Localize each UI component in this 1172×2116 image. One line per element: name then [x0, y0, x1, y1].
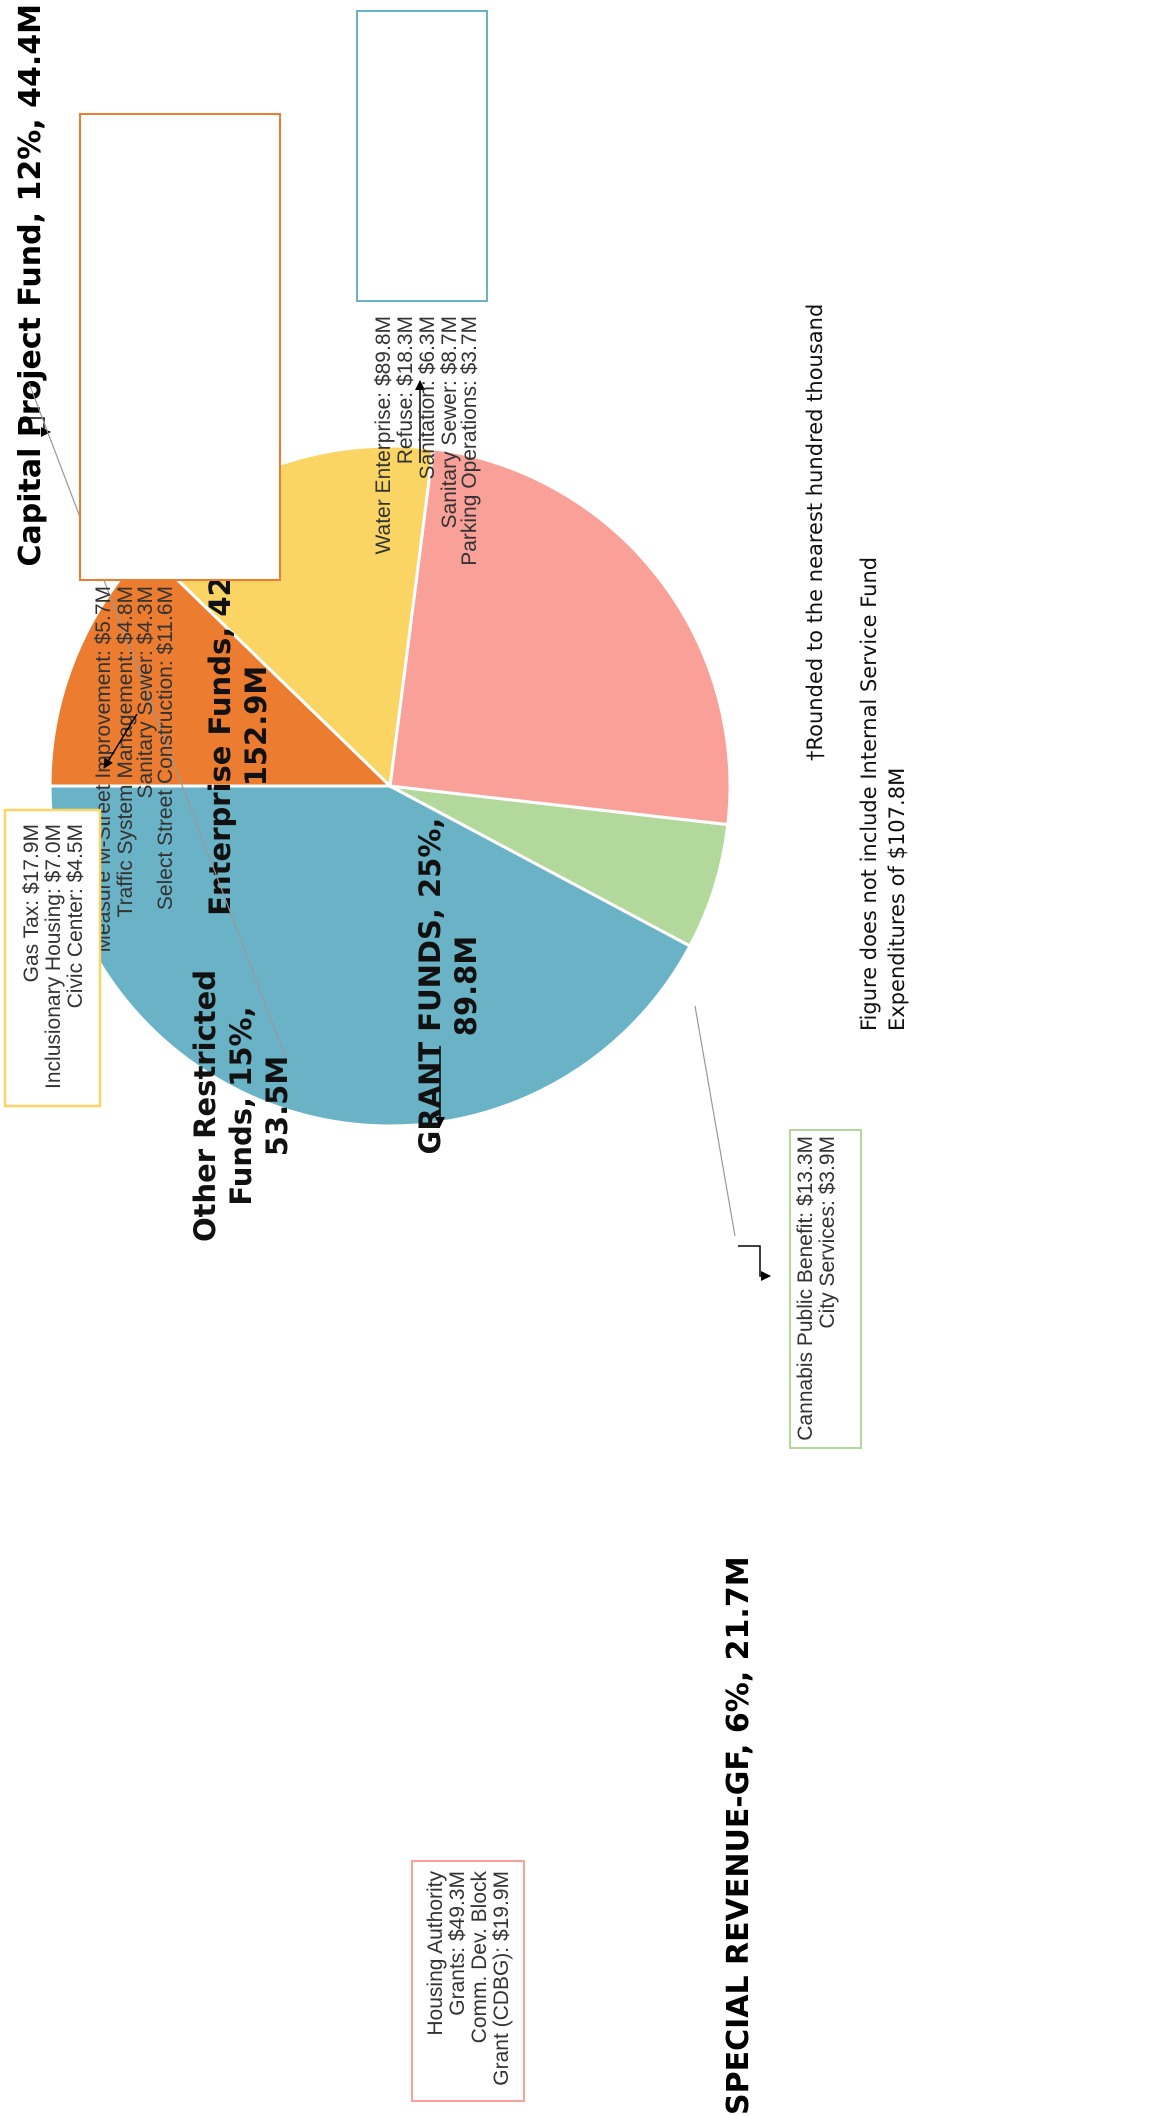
pie-slice-3-label-line-0: Other Restricted — [188, 970, 222, 1242]
special-line-1: Cannabis Public Benefit: $13.3M — [794, 1136, 817, 1441]
pie-slice-0-label-line-1: 152.9M — [239, 666, 273, 787]
pie-slice-0-label-line-0: Enterprise Funds, 42%, — [203, 536, 237, 916]
special-line-2: City Services: $3.9M — [816, 1136, 839, 1329]
capital-callout-box — [79, 113, 281, 581]
pie-slice-3-label-line-1: Funds, 15%, — [224, 1006, 258, 1205]
special-callout-lines: Cannabis Public Benefit: $13.3M City Ser… — [794, 1136, 839, 1441]
capital-leader-line — [28, 382, 286, 1057]
capital-line-3: Sanitary Sewer: $4.3M — [134, 586, 157, 798]
other-line-3: Civic Center: $4.5M — [64, 824, 87, 1008]
special-elbow-arrow — [738, 1245, 771, 1281]
other-callout-lines: Gas Tax: $17.9M Inclusionary Housing: $7… — [20, 824, 87, 1089]
enterprise-line-2: Refuse: $18.3M — [394, 316, 417, 464]
pie-slice-2-label-line-0: GRANT FUNDS, 25%, — [413, 818, 447, 1155]
enterprise-callout-lines: Water Enterprise: $89.8M Refuse: $18.3M … — [372, 316, 481, 566]
grant-callout-lines: Housing Authority Grants: $49.3M Comm. D… — [424, 1871, 513, 2086]
rounding-note: †Rounded to the nearest hundred thousand — [803, 304, 827, 761]
special-revenue-title: SPECIAL REVENUE-GF, 6%, 21.7M — [721, 1556, 756, 2115]
capital-project-fund-title: Capital Project Fund, 12%, 44.4M — [13, 4, 48, 566]
grant-line-4: Grant (CDBG): $19.9M — [490, 1871, 513, 2086]
grant-line-2: Grants: $49.3M — [446, 1871, 469, 2016]
other-callout-box — [3, 808, 102, 1108]
special-leader-line — [694, 1005, 736, 1237]
pie-slice-2-label-line-1: 89.8M — [449, 936, 483, 1036]
enterprise-line-1: Water Enterprise: $89.8M — [372, 316, 395, 555]
other-line-1: Gas Tax: $17.9M — [20, 824, 43, 982]
other-arrow — [103, 713, 138, 769]
grant-callout-box — [411, 1860, 525, 2102]
capital-callout-lines: Measure M-Street Improvement: $5.7M Traf… — [92, 586, 177, 952]
other-line-2: Inclusionary Housing: $7.0M — [42, 824, 65, 1089]
pie-slice-1 — [389, 784, 730, 949]
enterprise-line-3: Sanitation: $6.3M — [416, 316, 439, 479]
special-callout-box — [789, 1129, 862, 1449]
pie-slice-2 — [388, 447, 732, 827]
grant-line-1: Housing Authority — [424, 1871, 447, 2036]
internal-service-note-line-1: Figure does not include Internal Service… — [857, 557, 881, 1031]
capital-line-2: Traffic System Management: $4.8M — [114, 586, 137, 917]
internal-service-note-line-2: Expenditures of $107.8M — [885, 768, 909, 1031]
capital-line-4: Select Street Construction: $11.6M — [154, 586, 177, 910]
enterprise-line-5: Parking Operations: $3.7M — [458, 316, 481, 566]
pie-slice-labels: Enterprise Funds, 42%, 152.9M GRANT FUNDS,… — [188, 536, 483, 1242]
enterprise-callout-box — [356, 10, 488, 302]
enterprise-line-4: Sanitary Sewer: $8.7M — [438, 316, 461, 528]
pie-slice-3-label-line-2: 53.5M — [260, 1056, 294, 1156]
grant-line-3: Comm. Dev. Block — [468, 1871, 491, 2044]
pie-slices — [48, 444, 732, 1128]
